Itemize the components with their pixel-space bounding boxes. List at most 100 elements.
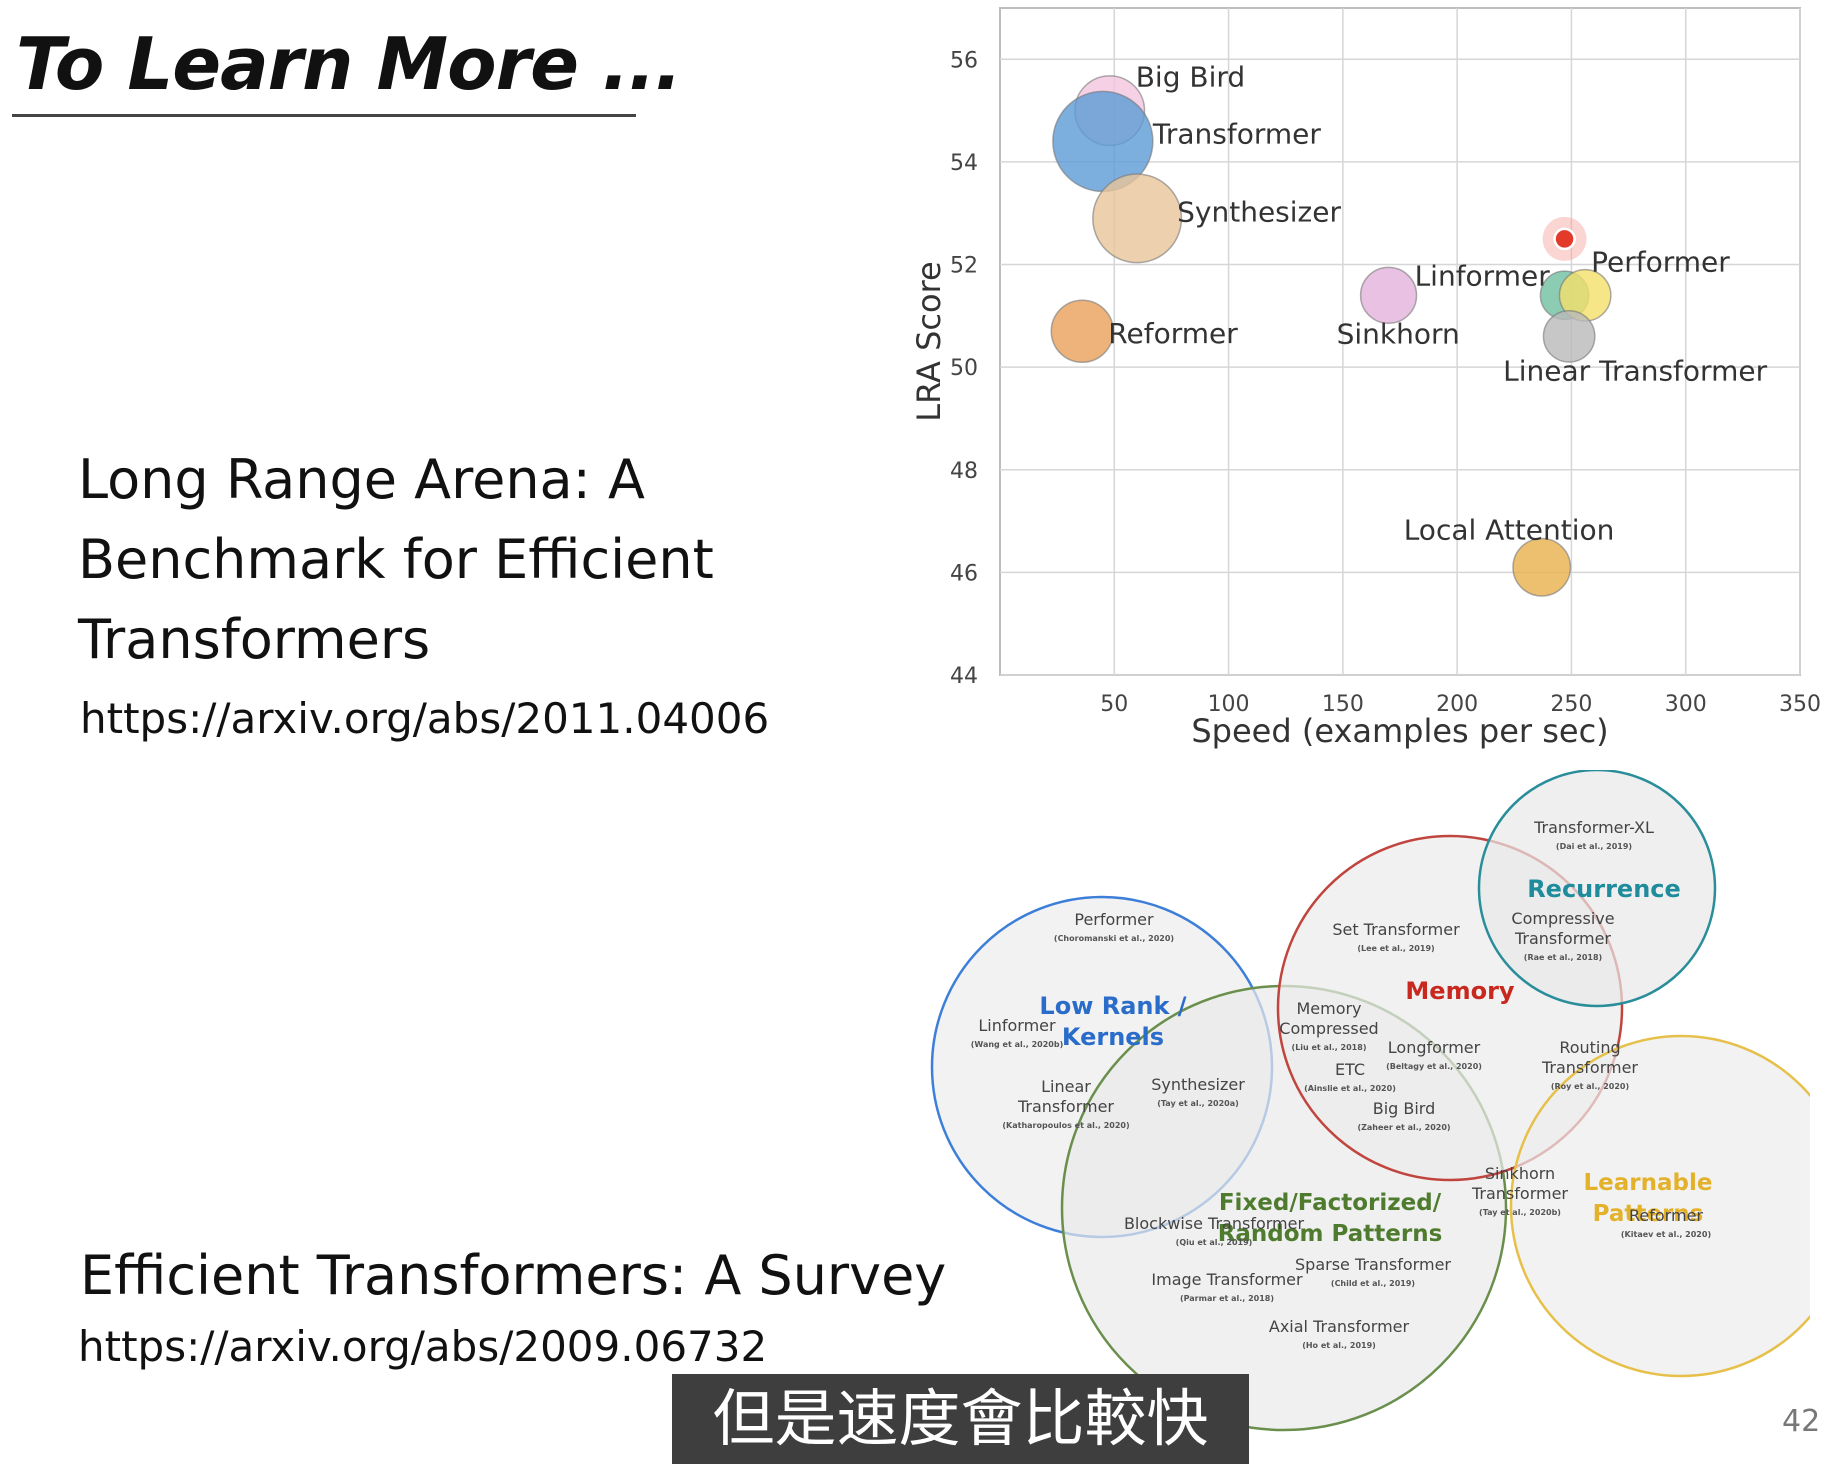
venn-circle-recurrence [1477, 770, 1717, 1008]
venn-model: Longformer (Beltagy et al., 2020) [1386, 1038, 1482, 1071]
venn-model-citation: (Qiu et al., 2019) [1176, 1238, 1253, 1247]
venn-model: Image Transformer (Parmar et al., 2018) [1151, 1270, 1303, 1303]
venn-models: Transformer-XL (Dai et al., 2019) Compress… [971, 818, 1711, 1350]
venn-model-citation: (Rae et al., 2018) [1524, 953, 1602, 962]
chart-x-tick-label: 250 [1550, 692, 1592, 717]
chart-point [1542, 309, 1596, 363]
venn-model-name: Routing [1559, 1038, 1620, 1057]
chart-x-tick-label: 50 [1100, 692, 1128, 717]
venn-model-name: Sinkhorn [1485, 1164, 1555, 1183]
chart-point [1512, 537, 1572, 597]
chart-y-tick-label: 44 [950, 664, 978, 689]
video-subtitle: 但是速度會比較快 [672, 1374, 1249, 1464]
venn-model: ETC (Ainslie et al., 2020) [1304, 1060, 1396, 1093]
venn-model-name: Blockwise Transformer [1124, 1214, 1305, 1233]
venn-model: Axial Transformer (Ho et al., 2019) [1269, 1317, 1410, 1350]
venn-model-name: ETC [1335, 1060, 1365, 1079]
chart-points [1050, 75, 1612, 597]
chart-point-label: Transformer [1152, 117, 1322, 150]
venn-model-name: Synthesizer [1151, 1075, 1245, 1094]
paper1-title-line-1: Long Range Arena: A [78, 448, 645, 511]
venn-model-name: Linformer [978, 1016, 1056, 1035]
chart-point [1050, 299, 1115, 363]
venn-model-name: Linear [1041, 1077, 1091, 1096]
venn-model-citation: (Kitaev et al., 2020) [1621, 1230, 1711, 1239]
venn-model: Linformer (Wang et al., 2020b) [971, 1016, 1064, 1049]
venn-model-name: Big Bird [1373, 1099, 1436, 1118]
venn-model-name: Image Transformer [1151, 1270, 1303, 1289]
chart-point-label: Synthesizer [1177, 195, 1341, 228]
venn-model: Set Transformer (Lee et al., 2019) [1332, 920, 1460, 953]
venn-model-citation: (Parmar et al., 2018) [1180, 1294, 1274, 1303]
page-number: 42 [1782, 1404, 1821, 1439]
venn-label-fixed-1: Fixed/Factorized/ [1219, 1190, 1442, 1216]
chart-y-axis-label: LRA Score [910, 261, 948, 421]
venn-model-citation: (Dai et al., 2019) [1556, 842, 1632, 851]
venn-model-citation: (Child et al., 2019) [1331, 1279, 1415, 1288]
chart-point-label: Linear Transformer [1503, 354, 1767, 387]
venn-label-low-rank-1: Low Rank / [1039, 992, 1186, 1020]
chart-point-label: Local Attention [1404, 513, 1615, 546]
venn-model-citation: (Wang et al., 2020b) [971, 1040, 1064, 1049]
venn-model-name: Transformer-XL [1533, 818, 1654, 837]
title-underline [12, 114, 636, 117]
venn-model-citation: (Liu et al., 2018) [1292, 1043, 1367, 1052]
venn-model-citation: (Roy et al., 2020) [1551, 1082, 1629, 1091]
venn-model-citation: (Ainslie et al., 2020) [1304, 1084, 1396, 1093]
venn-model: Big Bird (Zaheer et al., 2020) [1357, 1099, 1450, 1132]
venn-model-name: Longformer [1388, 1038, 1481, 1057]
chart-y-tick-label: 54 [950, 151, 978, 176]
venn-model-citation: (Lee et al., 2019) [1357, 944, 1434, 953]
paper1-title-line-2: Benchmark for Efficient [78, 528, 714, 591]
chart-x-axis-label: Speed (examples per sec) [1191, 712, 1608, 750]
venn-model-name: Memory [1296, 999, 1361, 1018]
venn-label-fixed-2: Random Patterns [1218, 1221, 1443, 1247]
venn-model: Reformer (Kitaev et al., 2020) [1621, 1206, 1711, 1239]
chart-point-label: Performer [1591, 245, 1730, 278]
chart-point-label: Sinkhorn [1337, 317, 1460, 350]
chart-x-tick-label: 150 [1322, 692, 1364, 717]
efficient-transformers-venn-diagram: Low Rank / Kernels Memory Recurrence Fix… [930, 770, 1810, 1432]
paper1-url[interactable]: https://arxiv.org/abs/2011.04006 [80, 694, 770, 743]
paper2-url[interactable]: https://arxiv.org/abs/2009.06732 [78, 1322, 768, 1371]
venn-circle-learnable [1509, 1034, 1810, 1378]
venn-model-name: Sparse Transformer [1295, 1255, 1451, 1274]
chart-point-label: Linformer [1415, 259, 1551, 292]
venn-label-recurrence: Recurrence [1527, 875, 1681, 903]
venn-model-citation: (Choromanski et al., 2020) [1054, 934, 1174, 943]
venn-model: Blockwise Transformer (Qiu et al., 2019) [1124, 1214, 1305, 1247]
chart-x-tick-label: 300 [1665, 692, 1707, 717]
chart-y-tick-label: 56 [950, 48, 978, 73]
slide-title: To Learn More ... [16, 22, 682, 106]
venn-model-name: Transformer [1514, 929, 1611, 948]
chart-x-tick-label: 100 [1208, 692, 1250, 717]
chart-point-label: Reformer [1108, 317, 1238, 350]
venn-label-learnable-1: Learnable [1584, 1170, 1713, 1196]
chart-point-label: Big Bird [1136, 61, 1245, 94]
paper1-title-line-3: Transformers [78, 608, 431, 671]
venn-model-citation: (Beltagy et al., 2020) [1386, 1062, 1482, 1071]
chart-x-tick-label: 350 [1779, 692, 1821, 717]
chart-y-tick-label: 52 [950, 254, 978, 279]
venn-model-name: Set Transformer [1332, 920, 1460, 939]
venn-model-citation: (Tay et al., 2020b) [1479, 1208, 1561, 1217]
chart-point-highlight [1553, 227, 1576, 251]
venn-model-name: Axial Transformer [1269, 1317, 1410, 1336]
venn-model-name: Compressive [1511, 909, 1614, 928]
venn-model-name: Transformer [1541, 1058, 1638, 1077]
venn-label-memory: Memory [1405, 977, 1514, 1005]
chart-y-tick-label: 46 [950, 561, 978, 586]
venn-label-learnable-2: Patterns [1593, 1201, 1704, 1227]
venn-model: Transformer-XL (Dai et al., 2019) [1533, 818, 1654, 851]
chart-ticks: 50 100 150 200 250 300 350 44 46 48 50 52 54 56 [950, 48, 1821, 717]
lra-scatter-chart: Big Bird Transformer Synthesizer Reformer Si… [910, 7, 1821, 750]
chart-point-labels: Big Bird Transformer Synthesizer Reformer Si… [1108, 61, 1767, 547]
venn-model-name: Performer [1074, 910, 1154, 929]
venn-model-name: Reformer [1629, 1206, 1703, 1225]
